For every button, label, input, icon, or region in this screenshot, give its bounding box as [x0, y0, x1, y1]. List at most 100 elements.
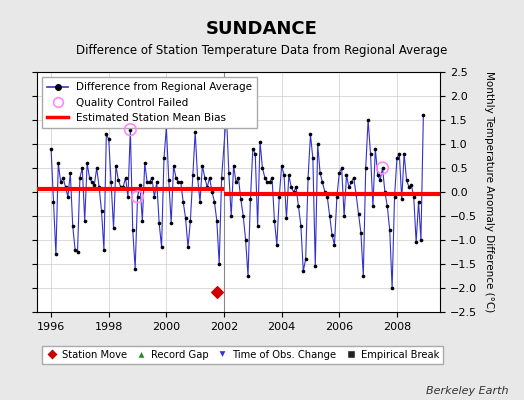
Point [393, 155, 401, 162]
Point [198, 162, 206, 169]
Point [263, 179, 271, 186]
Point [201, 174, 209, 181]
Point [242, 237, 250, 243]
Point [246, 196, 255, 202]
Point [179, 198, 188, 205]
Point [362, 165, 370, 171]
Point [234, 174, 243, 181]
Point [191, 129, 200, 135]
Point [93, 165, 101, 171]
Point [400, 150, 408, 157]
Point [76, 174, 84, 181]
Point [134, 194, 142, 200]
Point [205, 174, 214, 181]
Point [414, 198, 423, 205]
Point [354, 210, 363, 217]
Point [376, 177, 384, 183]
Point [181, 215, 190, 222]
Point [208, 189, 216, 195]
Point [366, 150, 375, 157]
Point [152, 179, 161, 186]
Point [81, 218, 89, 224]
Point [287, 184, 296, 190]
Point [333, 194, 341, 200]
Point [225, 170, 233, 176]
Point [64, 194, 72, 200]
Point [405, 184, 413, 190]
Point [249, 146, 257, 152]
Point [203, 184, 211, 190]
Point [210, 198, 219, 205]
Point [230, 162, 238, 169]
Point [52, 251, 60, 258]
Point [124, 194, 132, 200]
Point [105, 136, 113, 142]
Point [297, 222, 305, 229]
Point [85, 174, 94, 181]
Point [54, 160, 62, 166]
Point [213, 218, 221, 224]
Point [402, 177, 411, 183]
Text: SUNDANCE: SUNDANCE [206, 20, 318, 38]
Point [95, 184, 103, 190]
Point [289, 189, 298, 195]
Point [140, 160, 149, 166]
Point [155, 220, 163, 226]
Point [369, 203, 377, 210]
Point [71, 246, 79, 253]
Point [299, 268, 308, 274]
Point [266, 179, 274, 186]
Point [410, 194, 418, 200]
Point [169, 162, 178, 169]
Point [330, 242, 339, 248]
Point [412, 239, 420, 246]
Point [138, 218, 147, 224]
Point [383, 203, 391, 210]
Text: Difference of Station Temperature Data from Regional Average: Difference of Station Temperature Data f… [77, 44, 447, 57]
Point [174, 179, 182, 186]
Point [222, 110, 231, 116]
Point [126, 126, 135, 133]
Point [328, 232, 336, 238]
Point [268, 174, 276, 181]
Point [318, 179, 326, 186]
Point [378, 165, 387, 171]
Y-axis label: Monthly Temperature Anomaly Difference (°C): Monthly Temperature Anomaly Difference (… [484, 71, 494, 313]
Point [69, 222, 77, 229]
Point [100, 246, 108, 253]
Point [107, 179, 115, 186]
Point [131, 266, 139, 272]
Point [270, 218, 279, 224]
Point [196, 198, 204, 205]
Point [390, 194, 399, 200]
Point [371, 146, 379, 152]
Legend: Station Move, Record Gap, Time of Obs. Change, Empirical Break: Station Move, Record Gap, Time of Obs. C… [42, 346, 443, 364]
Point [395, 150, 403, 157]
Point [167, 220, 176, 226]
Point [126, 126, 135, 133]
Point [309, 155, 317, 162]
Point [386, 227, 394, 234]
Point [285, 172, 293, 178]
Point [294, 203, 303, 210]
Point [417, 237, 425, 243]
Point [378, 165, 387, 171]
Point [304, 174, 312, 181]
Point [59, 174, 67, 181]
Point [162, 124, 171, 130]
Point [110, 225, 118, 231]
Point [49, 198, 58, 205]
Point [374, 172, 382, 178]
Point [352, 191, 361, 198]
Point [145, 179, 154, 186]
Point [83, 160, 91, 166]
Point [61, 184, 70, 190]
Point [160, 155, 168, 162]
Point [90, 182, 99, 188]
Point [359, 273, 367, 279]
Point [148, 174, 156, 181]
Point [321, 189, 329, 195]
Point [282, 215, 291, 222]
Point [337, 165, 346, 171]
Point [258, 165, 267, 171]
